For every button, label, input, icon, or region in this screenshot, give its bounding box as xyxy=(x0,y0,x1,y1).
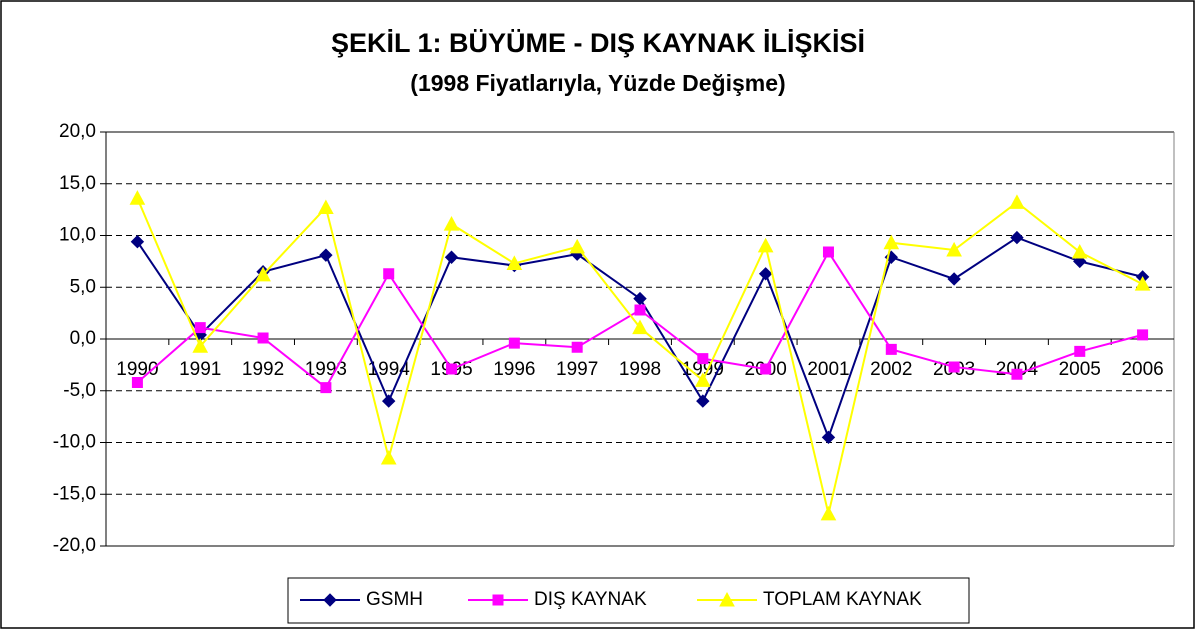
y-tick-label: -15,0 xyxy=(53,483,96,504)
point-marker xyxy=(192,338,209,353)
point-marker xyxy=(1134,276,1151,291)
legend-box xyxy=(287,577,970,624)
y-tick-label: 5,0 xyxy=(70,276,96,297)
y-tick-label: 0,0 xyxy=(70,328,96,349)
point-marker xyxy=(506,255,523,270)
point-marker xyxy=(443,216,460,231)
point-marker xyxy=(696,394,710,408)
legend-marker xyxy=(323,593,337,607)
point-marker xyxy=(380,449,397,465)
point-marker xyxy=(758,267,773,281)
point-marker xyxy=(129,190,146,205)
point-marker xyxy=(446,363,458,375)
legend-marker xyxy=(719,591,735,607)
y-tick-label: -20,0 xyxy=(53,535,96,556)
point-marker xyxy=(194,322,206,334)
point-marker xyxy=(1074,345,1086,357)
point-marker xyxy=(383,268,395,280)
x-tick-label: 2006 xyxy=(1121,359,1163,380)
point-marker xyxy=(946,241,962,257)
point-marker xyxy=(381,394,396,408)
point-marker xyxy=(319,248,333,262)
x-tick-label: 1999 xyxy=(682,359,724,380)
x-tick-label: 1993 xyxy=(305,359,347,380)
x-tick-label: 1998 xyxy=(619,359,661,380)
chart-title: ŞEKİL 1: BÜYÜME - DIŞ KAYNAK İLİŞKİSİ xyxy=(331,28,865,58)
legend-label: DIŞ KAYNAK xyxy=(534,589,647,610)
point-marker xyxy=(444,250,459,264)
point-marker xyxy=(1011,368,1023,380)
point-marker xyxy=(508,337,520,349)
x-tick-label: 2001 xyxy=(807,359,849,380)
legend-label: GSMH xyxy=(366,589,423,610)
x-tick-label: 1997 xyxy=(556,359,598,380)
point-marker xyxy=(318,199,334,215)
y-tick-label: 20,0 xyxy=(59,121,96,142)
y-tick-label: -5,0 xyxy=(63,380,96,401)
point-marker xyxy=(885,343,897,355)
point-marker xyxy=(130,235,145,249)
point-marker xyxy=(320,382,332,394)
point-marker xyxy=(632,319,648,335)
point-marker xyxy=(131,376,143,388)
point-marker xyxy=(1009,194,1025,209)
point-marker xyxy=(947,272,961,286)
point-marker xyxy=(821,430,836,445)
point-marker xyxy=(757,237,774,253)
y-tick-label: 15,0 xyxy=(59,173,96,194)
y-tick-label: 10,0 xyxy=(59,225,96,246)
point-marker xyxy=(569,238,586,254)
point-marker xyxy=(948,361,960,373)
x-tick-label: 1996 xyxy=(493,359,535,380)
point-marker xyxy=(1010,230,1024,245)
point-marker xyxy=(1137,329,1149,341)
y-tick-label: -10,0 xyxy=(53,432,96,453)
legend-label: TOPLAM KAYNAK xyxy=(763,589,922,610)
point-marker xyxy=(822,246,834,258)
point-marker xyxy=(820,505,837,521)
x-tick-label: 1990 xyxy=(116,359,158,380)
point-marker xyxy=(1071,244,1088,259)
point-marker xyxy=(257,332,269,344)
point-marker xyxy=(883,234,900,250)
point-marker xyxy=(571,341,583,353)
x-tick-label: 2005 xyxy=(1059,359,1101,380)
point-marker xyxy=(760,363,772,375)
x-tick-label: 2002 xyxy=(870,359,912,380)
point-marker xyxy=(255,266,271,282)
point-marker xyxy=(694,372,711,387)
x-tick-label: 1992 xyxy=(242,359,284,380)
chart-subtitle: (1998 Fiyatlarıyla, Yüzde Değişme) xyxy=(410,70,785,96)
point-marker xyxy=(697,353,709,365)
legend-marker xyxy=(492,594,504,606)
x-tick-label: 1994 xyxy=(368,359,411,380)
x-tick-label: 1991 xyxy=(179,359,221,380)
point-marker xyxy=(634,304,646,316)
